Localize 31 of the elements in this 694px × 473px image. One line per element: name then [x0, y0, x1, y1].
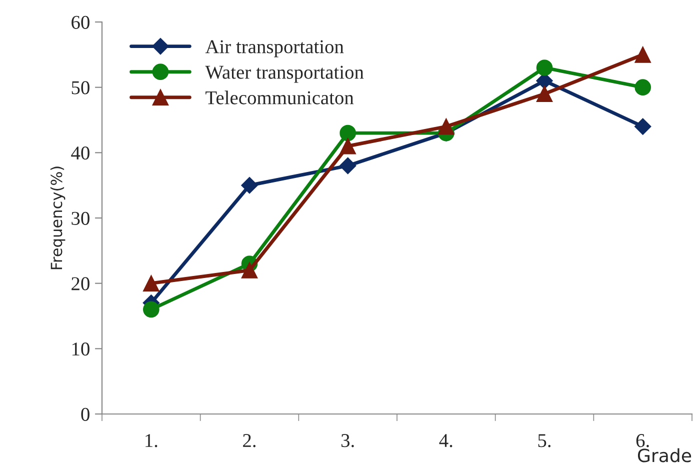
legend-label: Water transportation	[205, 66, 364, 83]
x-tick-label: 5.	[538, 434, 551, 448]
point	[536, 60, 553, 76]
x-tick-label: 4.	[439, 434, 452, 448]
point	[634, 118, 652, 135]
point	[339, 157, 356, 174]
y-tick-label: 50	[72, 81, 90, 94]
y-tick-label: 0	[81, 408, 90, 421]
x-tick-label: 1.	[146, 434, 158, 448]
point	[438, 118, 454, 135]
point	[143, 301, 160, 318]
x-axis-title: Grade	[638, 448, 692, 462]
point	[634, 79, 651, 96]
point	[143, 275, 160, 292]
point	[536, 86, 553, 102]
y-tick-label: 10	[72, 342, 90, 356]
legend-label: Telecommunicaton	[206, 90, 354, 104]
x-tick-label: 6.	[636, 434, 649, 448]
y-axis-title: Frequency(%)	[50, 166, 66, 270]
point	[340, 138, 356, 154]
point	[241, 262, 258, 278]
point	[634, 46, 651, 63]
y-tick-label: 60	[72, 16, 90, 29]
y-tick-label: 20	[72, 277, 90, 290]
x-tick-label: 2.	[243, 434, 256, 448]
point	[241, 176, 258, 194]
point	[340, 124, 356, 142]
x-tick-label: 3.	[341, 434, 354, 448]
y-tick-label: 40	[71, 146, 90, 160]
legend-label: Air transportation	[205, 40, 344, 58]
y-tick-label: 30	[72, 212, 90, 225]
